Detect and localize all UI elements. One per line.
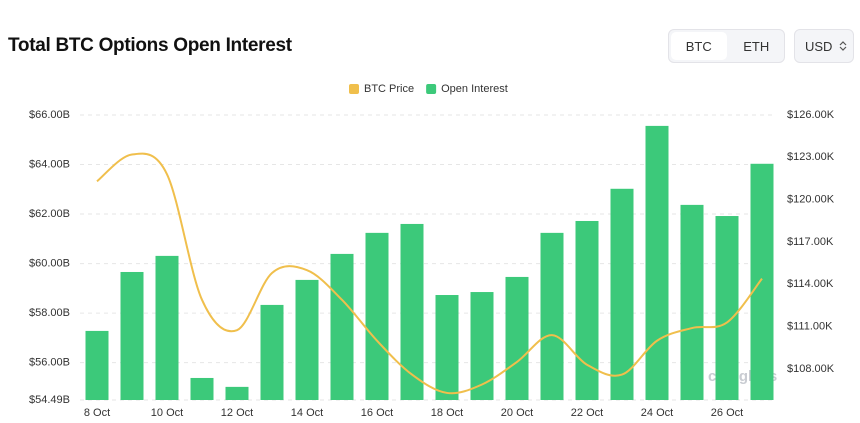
bar [225,386,249,400]
x-tick-label: 12 Oct [221,407,253,419]
x-tick-label: 26 Oct [711,407,743,419]
legend-swatch [349,84,359,94]
bar [715,216,739,400]
bar [330,253,354,400]
x-tick-label: 14 Oct [291,407,323,419]
bar [470,292,494,400]
currency-label: USD [805,38,833,54]
x-tick-label: 18 Oct [431,407,463,419]
y2-tick-label: $108.00K [787,363,835,375]
bar [155,255,179,400]
y2-tick-label: $120.00K [787,194,835,206]
y2-tick-label: $114.00K [787,278,834,290]
page-title: Total BTC Options Open Interest [8,35,292,56]
chevron [840,41,847,51]
legend-swatch [426,84,437,94]
x-tick-label: 10 Oct [151,407,183,419]
x-tick-label: 16 Oct [361,407,393,419]
y-tick-label: $58.00B [29,307,70,319]
tab[interactable]: BTC [671,32,727,60]
bar [505,276,529,400]
bar [575,220,599,400]
y2-tick-label: $126.00K [787,109,835,121]
bar [85,330,109,400]
y-tick-label: $62.00B [29,208,70,220]
bar [365,232,389,400]
x-tick-label: 22 Oct [571,407,603,419]
bar [680,204,704,400]
currency-select[interactable]: USD [794,29,854,63]
bar [435,295,459,400]
y-tick-label: $54.49B [29,394,70,406]
price-line [96,152,763,395]
y2-tick-label: $117.00K [787,236,834,248]
bar [295,279,319,400]
x-tick-label: 8 Oct [84,407,110,419]
bar [750,163,774,400]
asset-tabs: BTC ETH [668,29,785,63]
y2-tick-label: $123.00K [787,151,835,163]
tab[interactable]: ETH [743,38,770,54]
bar [610,188,634,400]
bar [120,271,144,400]
legend-label: Open Interest [441,83,508,95]
bar [400,223,424,400]
x-tick-label: 24 Oct [641,407,673,419]
bar [645,125,669,401]
bar [540,232,564,400]
y-tick-label: $66.00B [29,109,70,121]
y-tick-label: $60.00B [29,257,70,269]
bar [190,377,214,400]
x-tick-label: 20 Oct [501,407,533,419]
bar [260,304,284,400]
y-tick-label: $64.00B [29,158,70,170]
y2-tick-label: $111.00K [787,321,833,333]
y-tick-label: $56.00B [29,357,70,369]
legend-label: BTC Price [364,83,414,95]
